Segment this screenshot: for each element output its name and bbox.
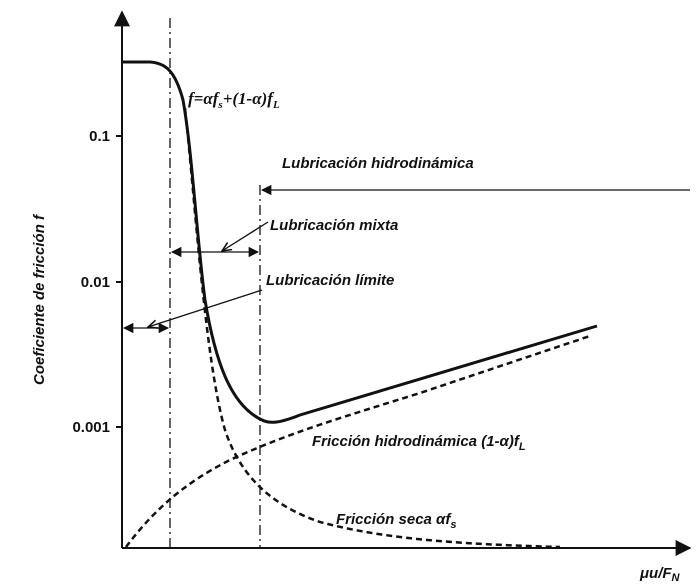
formula-sub: L bbox=[272, 99, 280, 111]
boundary-label: Lubricación límite bbox=[266, 272, 394, 289]
label-sub: L bbox=[519, 441, 526, 453]
formula-part: f=αf bbox=[188, 89, 221, 108]
dry-friction-curve bbox=[183, 107, 561, 549]
y-tick-label: 0.001 bbox=[72, 419, 110, 436]
boundary-pointer bbox=[148, 289, 263, 327]
mixed-label: Lubricación mixta bbox=[270, 217, 398, 234]
y-axis-label: Coeficiente de fricción f bbox=[31, 213, 48, 385]
x-label-main: μu/F bbox=[639, 565, 672, 582]
formula: f=αfs+(1-α)fL bbox=[188, 89, 280, 111]
x-axis-label: μu/FN bbox=[639, 565, 681, 584]
total-friction-curve bbox=[122, 60, 598, 424]
hydrodynamic-friction-curve bbox=[125, 334, 591, 548]
label-main: Fricción hidrodinámica (1-α)f bbox=[312, 433, 521, 450]
label-main: Fricción seca αf bbox=[336, 511, 452, 528]
mixed-pointer bbox=[222, 221, 269, 251]
y-tick-label: 0.1 bbox=[89, 128, 110, 145]
formula-part: +(1-α)f bbox=[223, 89, 276, 108]
label-sub: s bbox=[450, 519, 456, 531]
hydrodynamic-label: Lubricación hidrodinámica bbox=[282, 155, 474, 172]
hydrodynamic-friction-label: Fricción hidrodinámica (1-α)fL bbox=[312, 433, 526, 453]
y-tick-label: 0.01 bbox=[81, 274, 110, 291]
dry-friction-label: Fricción seca αfs bbox=[336, 511, 456, 531]
formula-sub: s bbox=[217, 99, 222, 111]
x-label-sub: N bbox=[672, 572, 681, 584]
